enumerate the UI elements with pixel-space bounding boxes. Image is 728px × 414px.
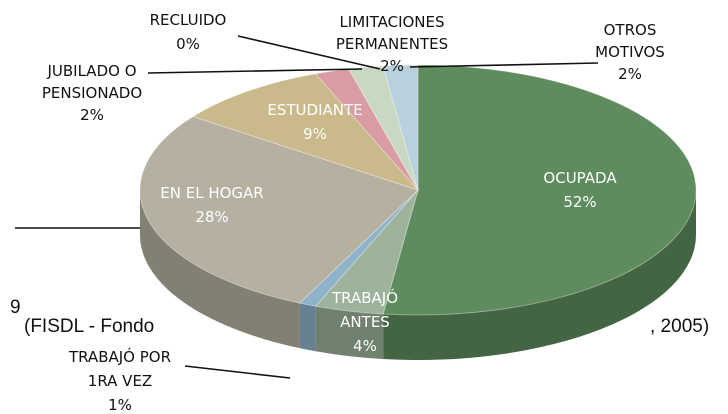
background-text: (FISDL - Fondo	[24, 316, 154, 337]
pie-slice	[298, 189, 419, 307]
pie-side	[299, 303, 316, 352]
slice-label: OCUPADA	[543, 169, 617, 187]
slice-label: TRABAJÓ ANTES	[331, 288, 398, 331]
pie	[139, 64, 697, 360]
slice-value-label: 0%	[176, 35, 200, 53]
slice-value-label: 9%	[303, 125, 327, 143]
slice-label: JUBILADO O PENSIONADO	[42, 62, 142, 102]
side-shade	[299, 303, 316, 352]
pie-slice	[139, 115, 419, 304]
slice-value-label: 28%	[195, 208, 228, 226]
pie-slice	[382, 64, 697, 316]
slice-value-label: 2%	[380, 57, 404, 75]
side-shade	[140, 190, 300, 349]
pie-side	[383, 190, 697, 360]
pie-slice	[191, 73, 420, 192]
slice-value-label: 2%	[80, 106, 104, 124]
slice-label: ESTUDIANTE	[267, 101, 362, 119]
labels: OCUPADA 52% TRABAJÓ ANTES 4% TRABAJÓ POR 1RA V…	[42, 11, 665, 414]
leader-line	[147, 68, 363, 74]
leader-line	[409, 62, 599, 68]
slice-value-label: 4%	[353, 337, 377, 355]
slice-value-label: 52%	[563, 193, 596, 211]
leader-line	[237, 35, 381, 70]
slice-label: TRABAJÓ POR 1RA VEZ	[68, 347, 171, 390]
slice-value-label: 2%	[618, 65, 642, 83]
slice-label: EN EL HOGAR	[160, 184, 263, 202]
pie-side	[315, 306, 384, 360]
footnote-marker: 9	[10, 297, 21, 318]
side-shade	[315, 306, 384, 360]
pie-side	[140, 190, 300, 349]
slice-label: RECLUIDO	[150, 11, 227, 29]
pie-slice	[314, 189, 419, 315]
leader-line	[184, 365, 291, 379]
background-text: , 2005)	[650, 316, 709, 337]
slice-label: OTROS MOTIVOS	[595, 21, 665, 61]
pie-slice	[382, 64, 419, 191]
slice-label: LIMITACIONES PERMANENTES	[336, 13, 448, 53]
side-shade	[383, 190, 697, 360]
slice-value-label: 1%	[108, 396, 132, 414]
